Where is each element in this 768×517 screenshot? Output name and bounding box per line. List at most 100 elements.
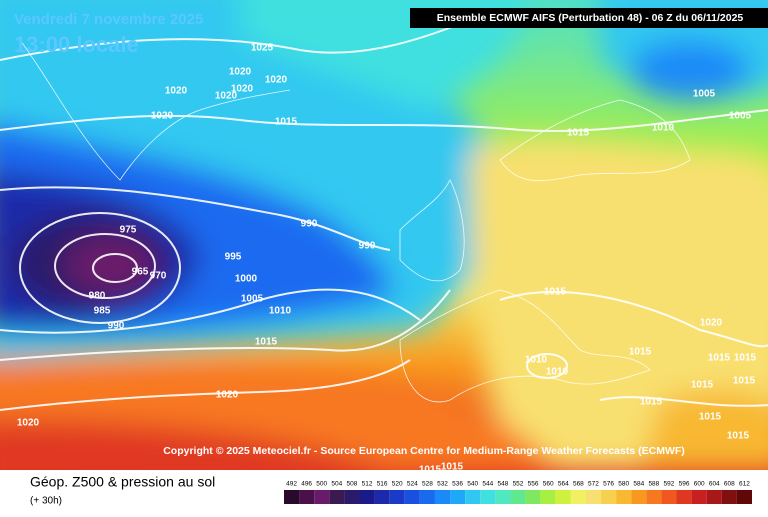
legend-swatch — [450, 490, 466, 504]
legend-swatch — [480, 490, 496, 504]
isobar-label: 1020 — [151, 111, 174, 122]
coastlines — [19, 39, 691, 403]
legend: 492 496 500 504 508 512 516 520 524 528 532 536 540 5… — [284, 481, 752, 504]
isobar-label: 1000 — [235, 274, 258, 285]
legend-swatch — [510, 490, 526, 504]
isobar-label: 1020 — [215, 91, 238, 102]
isobar-label: 1010 — [525, 355, 548, 366]
legend-label: 568 — [573, 481, 584, 488]
legend-swatch — [676, 490, 692, 504]
legend-label: 536 — [452, 481, 463, 488]
isobar-label: 1015 — [275, 117, 298, 128]
run-info: Ensemble ECMWF AIFS (Perturbation 48) - … — [437, 12, 744, 24]
legend-swatch — [404, 490, 420, 504]
legend-label: 612 — [739, 481, 750, 488]
legend-swatch — [631, 490, 647, 504]
copyright: Copyright © 2025 Meteociel.fr - Source E… — [163, 445, 685, 457]
legend-label: 600 — [694, 481, 705, 488]
isobar-label: 990 — [301, 219, 318, 230]
legend-label: 540 — [467, 481, 478, 488]
isobars — [0, 19, 768, 411]
legend-label: 544 — [482, 481, 493, 488]
legend-label: 492 — [286, 481, 297, 488]
legend-swatch — [585, 490, 602, 504]
isobar-label: 1020 — [700, 318, 723, 329]
legend-swatch — [570, 490, 586, 504]
isobar-label: 1015 — [567, 128, 590, 139]
legend-label: 508 — [347, 481, 358, 488]
legend-swatch — [434, 490, 451, 504]
legend-swatch — [601, 490, 617, 504]
isobar-label: 1025 — [251, 43, 274, 54]
legend-swatch — [616, 490, 632, 504]
legend-label: 592 — [664, 481, 675, 488]
isobar-label: 975 — [120, 225, 137, 236]
isobar-label: 1015 — [691, 380, 714, 391]
legend-swatch — [661, 490, 677, 504]
forecast-date: Vendredi 7 novembre 2025 — [14, 11, 203, 28]
legend-label: 572 — [588, 481, 599, 488]
legend-label: 552 — [513, 481, 524, 488]
isobar-label: 985 — [94, 306, 111, 317]
legend-label: 504 — [331, 481, 342, 488]
legend-label: 604 — [709, 481, 720, 488]
isobar-label: 1015 — [640, 397, 663, 408]
isobar-label: 1015 — [629, 347, 652, 358]
legend-label: 560 — [543, 481, 554, 488]
legend-swatch — [314, 490, 330, 504]
legend-swatch — [555, 490, 571, 504]
isobar-label: 1015 — [734, 353, 757, 364]
legend-label: 524 — [407, 481, 418, 488]
legend-swatch — [721, 490, 737, 504]
footer-title: Géop. Z500 & pression au sol — [30, 474, 215, 490]
isobar-label: 1005 — [241, 294, 264, 305]
isobar-label: 1020 — [231, 84, 254, 95]
legend-label: 596 — [679, 481, 690, 488]
isobar-label: 965 — [132, 267, 149, 278]
legend-label: 556 — [528, 481, 539, 488]
isobar-label: 1005 — [729, 111, 752, 122]
legend-swatch — [706, 490, 722, 504]
isobar-label: 1015 — [733, 376, 756, 387]
isobar-label: 1010 — [269, 306, 292, 317]
legend-label: 576 — [603, 481, 614, 488]
legend-swatch — [299, 490, 315, 504]
legend-swatch — [419, 490, 435, 504]
legend-swatch — [736, 490, 752, 504]
forecast-time: 13:00 locale — [14, 32, 139, 57]
legend-label: 532 — [437, 481, 448, 488]
isobar-label: 1020 — [165, 86, 188, 97]
isobar-label: 1020 — [265, 75, 288, 86]
isobar-label: 1015 — [255, 337, 278, 348]
legend-label: 512 — [362, 481, 373, 488]
isobar-label: 995 — [225, 252, 242, 263]
legend-label: 528 — [422, 481, 433, 488]
legend-label: 496 — [301, 481, 312, 488]
legend-swatch — [374, 490, 390, 504]
legend-label: 584 — [633, 481, 644, 488]
legend-swatch — [389, 490, 405, 504]
isobar-label: 1015 — [441, 462, 464, 473]
legend-swatch — [525, 490, 541, 504]
isobar-label: 1015 — [419, 465, 442, 476]
legend-label: 500 — [316, 481, 327, 488]
isobar-label: 1015 — [727, 431, 750, 442]
legend-swatch — [359, 490, 375, 504]
footer-lead: (+ 30h) — [30, 496, 62, 507]
legend-swatch — [495, 490, 511, 504]
isobar-label: 1015 — [699, 412, 722, 423]
isobar-label: 1005 — [693, 89, 716, 100]
legend-swatch — [540, 490, 556, 504]
isobar-label: 1020 — [229, 67, 252, 78]
isobar-label: 990 — [359, 241, 376, 252]
isobar-label: 1010 — [546, 367, 569, 378]
legend-label: 608 — [724, 481, 735, 488]
run-banner — [410, 8, 768, 28]
legend-swatch — [691, 490, 707, 504]
isobar-label: 1015 — [708, 353, 731, 364]
legend-label: 588 — [648, 481, 659, 488]
legend-label: 580 — [618, 481, 629, 488]
